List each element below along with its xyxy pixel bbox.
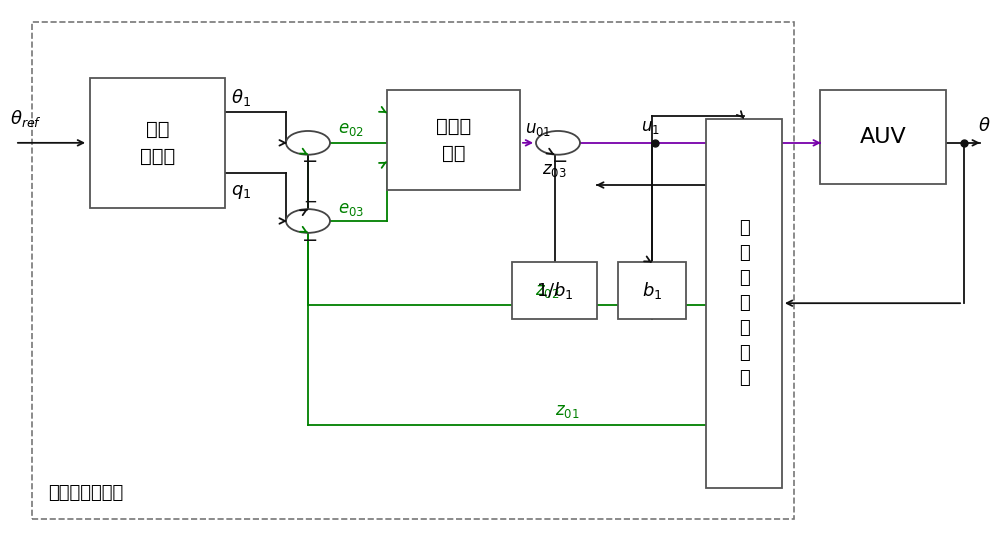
Text: $z_{02}$: $z_{02}$ xyxy=(535,282,559,300)
Text: $b_1$: $b_1$ xyxy=(642,280,662,301)
Text: 二阶自抗扰控制: 二阶自抗扰控制 xyxy=(48,485,123,502)
Circle shape xyxy=(286,131,330,155)
Text: $q_1$: $q_1$ xyxy=(231,183,251,201)
Text: AUV: AUV xyxy=(860,127,906,147)
Text: $u_1$: $u_1$ xyxy=(641,118,659,136)
Text: $1/b_1$: $1/b_1$ xyxy=(536,280,573,301)
Text: $z_{01}$: $z_{01}$ xyxy=(555,402,579,420)
FancyBboxPatch shape xyxy=(820,90,946,184)
Circle shape xyxy=(286,209,330,233)
Circle shape xyxy=(536,131,580,155)
Text: 扩
张
状
态
观
测
器: 扩 张 状 态 观 测 器 xyxy=(739,219,749,387)
Text: $\theta_{ref}$: $\theta_{ref}$ xyxy=(10,108,42,129)
Text: 跟踪
滤波器: 跟踪 滤波器 xyxy=(140,120,175,165)
FancyBboxPatch shape xyxy=(706,119,782,488)
Text: $\theta$: $\theta$ xyxy=(978,117,991,135)
Text: $u_{01}$: $u_{01}$ xyxy=(525,120,551,138)
Text: −: − xyxy=(302,231,318,250)
FancyBboxPatch shape xyxy=(387,90,520,190)
FancyBboxPatch shape xyxy=(90,78,225,208)
Text: −: − xyxy=(552,152,568,171)
Text: $\theta_1$: $\theta_1$ xyxy=(231,87,251,108)
Text: $e_{03}$: $e_{03}$ xyxy=(338,200,364,218)
Text: $e_{02}$: $e_{02}$ xyxy=(338,120,364,138)
Text: −: − xyxy=(303,193,317,211)
Text: $z_{03}$: $z_{03}$ xyxy=(542,161,567,179)
FancyBboxPatch shape xyxy=(512,262,597,319)
Text: −: − xyxy=(302,152,318,171)
FancyBboxPatch shape xyxy=(618,262,686,319)
Text: 非线性
组合: 非线性 组合 xyxy=(436,117,471,163)
